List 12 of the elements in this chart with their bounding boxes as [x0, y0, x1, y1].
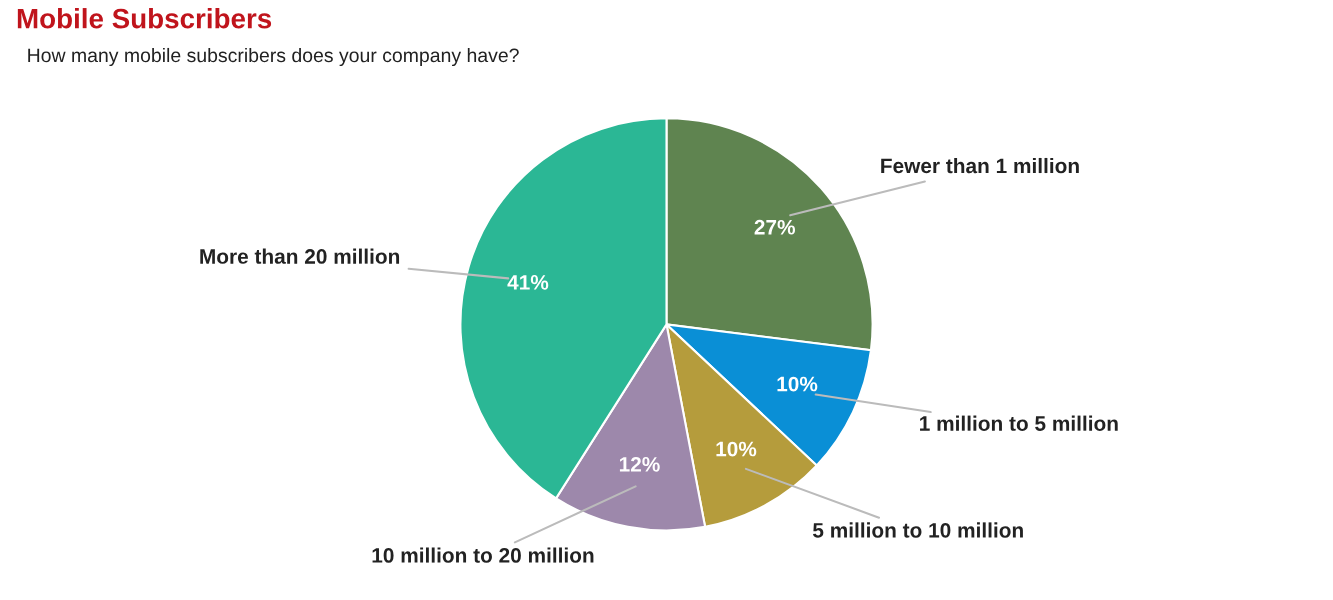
data-label: 12%: [619, 456, 660, 472]
slice-label: 1 million to 5 million: [920, 415, 1118, 431]
data-label: 41%: [507, 275, 549, 290]
slice-label: More than 20 million: [200, 248, 400, 264]
slice-label: Fewer than 1 million: [881, 157, 1079, 174]
slice-label: 5 million to 10 million: [813, 522, 1023, 538]
slice-label: 10 million to 20 million: [372, 547, 594, 563]
data-label: 27%: [754, 219, 796, 235]
chart-title: Mobile Subscribers: [17, 8, 272, 29]
data-label: 10%: [716, 441, 757, 457]
chart-subtitle: How many mobile subscribers does your company have?: [28, 47, 519, 67]
data-label: 10%: [777, 376, 818, 392]
